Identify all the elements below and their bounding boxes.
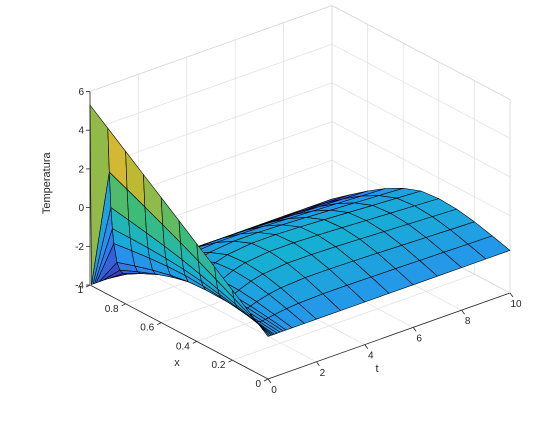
x-tick-label: 0.8 [105, 304, 119, 315]
z-tick-label: 6 [78, 87, 84, 98]
x-tick-label: 1 [77, 285, 83, 296]
t-tick-mark [509, 292, 514, 298]
temperature-surface [89, 104, 511, 337]
t-tick-mark [364, 344, 369, 349]
x-tick-label: 0 [255, 379, 261, 390]
tick-labels: 0 2 4 6 8 10 0 0.2 0.4 0.6 0.8 1-4 -2 0 2 4 6 [75, 87, 522, 396]
z-tick-label: -2 [75, 242, 84, 253]
x-tick-mark [192, 341, 197, 344]
grid-line [89, 82, 333, 170]
surface-patch [249, 312, 270, 337]
grid-line [331, 82, 511, 178]
grid-line [331, 43, 511, 139]
x-tick-mark [157, 322, 162, 325]
t-tick-label: 8 [465, 316, 471, 327]
y-axis-label: x [174, 357, 180, 369]
t-tick-label: 6 [416, 333, 422, 344]
grid-line [331, 121, 511, 216]
z-tick-label: -4 [75, 281, 84, 292]
t-tick-label: 4 [368, 351, 374, 362]
t-tick-mark [461, 309, 465, 315]
t-axis-line [267, 292, 511, 380]
grid-line [89, 43, 333, 131]
x-tick-mark [263, 378, 269, 382]
z-tick-label: 2 [78, 164, 84, 175]
z-tick-label: 0 [78, 203, 84, 214]
t-tick-mark [316, 361, 320, 367]
x-axis-line [89, 284, 269, 380]
x-tick-mark [121, 303, 126, 307]
x-tick-label: 0.4 [176, 341, 190, 352]
axes-edge [331, 5, 511, 100]
z-axis-label: Temperatura [41, 151, 53, 214]
axes-edge [89, 5, 333, 92]
z-tick-label: 4 [78, 126, 84, 137]
x-tick-label: 0.2 [211, 360, 225, 371]
grid-line [232, 273, 475, 361]
t-tick-label: 10 [510, 299, 522, 310]
x-tick-label: 0.6 [140, 323, 154, 334]
t-tick-label: 2 [320, 368, 326, 379]
x-axis-label: t [375, 363, 378, 375]
t-tick-mark [267, 378, 272, 384]
t-tick-mark [412, 327, 417, 332]
x-tick-mark [228, 359, 233, 363]
grid-line [138, 267, 317, 363]
t-tick-label: 0 [271, 385, 277, 396]
